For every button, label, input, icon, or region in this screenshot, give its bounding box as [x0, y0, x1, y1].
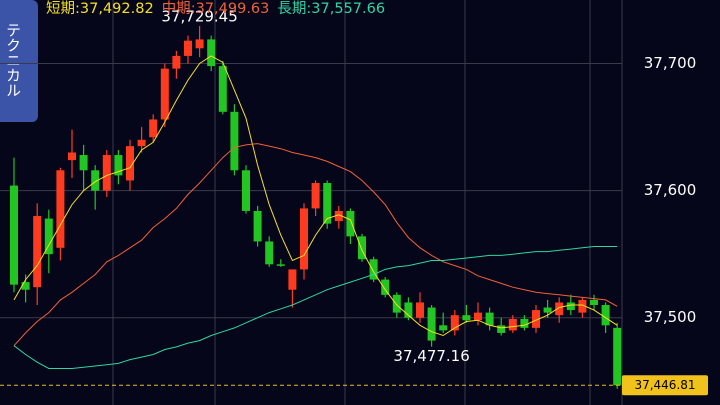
- candle-body: [91, 170, 100, 191]
- side-tab[interactable]: [0, 0, 38, 122]
- candle-body: [160, 68, 169, 120]
- legend-value: 37,492.82: [80, 1, 154, 17]
- candle-body: [218, 66, 227, 112]
- candle-body: [555, 302, 564, 316]
- candle-body: [126, 146, 134, 181]
- candle-body: [381, 279, 390, 295]
- candle-body: [172, 55, 181, 69]
- candle-body: [439, 325, 448, 331]
- candle-body: [253, 210, 262, 242]
- candle-body: [578, 299, 587, 313]
- legend-name: 長期: [277, 0, 306, 17]
- annotation: 37,477.16: [393, 347, 469, 365]
- candle-body: [300, 208, 308, 270]
- candle-body: [311, 182, 320, 209]
- y-tick-label: 37,700: [644, 54, 697, 72]
- candle-body: [474, 312, 482, 321]
- side-tab-label[interactable]: テクニカル: [4, 23, 22, 98]
- legend: 短期:37,492.82 中期:37,499.63 長期:37,557.66: [46, 0, 385, 17]
- ma-line: [13, 246, 618, 369]
- candle-body: [21, 282, 30, 290]
- candle-body: [427, 307, 436, 341]
- candle-body: [566, 302, 575, 311]
- candle-body: [79, 155, 88, 171]
- candle-body: [462, 315, 471, 321]
- candle-body: [392, 294, 401, 313]
- candle-body: [323, 182, 332, 224]
- candle-body: [497, 325, 506, 333]
- vertical-grid: [112, 0, 591, 405]
- y-tick-label: 37,500: [644, 308, 697, 326]
- legend-name: 中期: [162, 0, 191, 17]
- candle-body: [416, 302, 424, 318]
- candle-body: [590, 299, 598, 305]
- candle-body: [288, 269, 297, 290]
- candle-body: [450, 315, 459, 331]
- candle-body: [230, 111, 239, 171]
- legend-separator: :: [191, 1, 196, 17]
- candle-body: [137, 139, 146, 147]
- candle-body: [195, 39, 204, 49]
- candle-body: [346, 210, 355, 237]
- legend-name: 短期: [46, 0, 75, 17]
- candle-body: [543, 307, 552, 313]
- candle-body: [404, 302, 413, 318]
- candle-body: [265, 241, 274, 265]
- annotation: 37,729.45: [161, 8, 237, 26]
- candle-body: [369, 259, 378, 280]
- candle-body: [508, 318, 517, 331]
- candle-body: [207, 39, 216, 67]
- candle-body: [33, 216, 42, 288]
- candle-body: [102, 155, 111, 191]
- legend-value: 37,557.66: [311, 1, 385, 17]
- candle-body: [358, 236, 366, 260]
- legend-value: 37,499.63: [196, 1, 270, 17]
- candle-body: [276, 264, 285, 266]
- candle-body: [56, 170, 65, 248]
- y-tick-label: 37,600: [644, 181, 697, 199]
- candle-body: [68, 152, 76, 161]
- candle-body: [601, 304, 610, 326]
- ma-line: [13, 143, 618, 347]
- candle-body: [44, 218, 53, 255]
- candle-body: [520, 318, 529, 328]
- candle-body: [334, 210, 343, 222]
- current-price-box: [622, 375, 708, 396]
- current-price-label: 37,446.81: [634, 378, 695, 392]
- candle-body: [532, 310, 540, 328]
- candle-body: [184, 40, 192, 56]
- candle-body: [242, 170, 250, 211]
- candle-body: [10, 185, 18, 285]
- candle-body: [149, 119, 158, 138]
- candle-body: [485, 312, 494, 326]
- candle-body: [613, 327, 622, 386]
- legend-separator: :: [75, 1, 80, 17]
- legend-separator: :: [306, 1, 311, 17]
- candle-body: [114, 155, 123, 176]
- ma-line: [13, 55, 618, 337]
